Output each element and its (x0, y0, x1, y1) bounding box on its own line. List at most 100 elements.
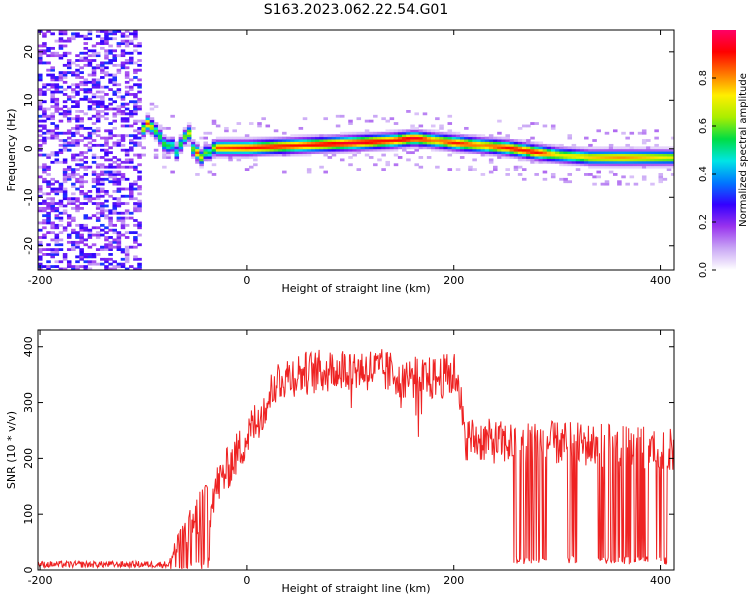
heatmap-cell (323, 143, 328, 147)
heatmap-cell (54, 253, 60, 256)
heatmap-cell (311, 143, 316, 147)
heatmap-cell (617, 163, 622, 167)
heatmap-cell (629, 151, 635, 155)
heatmap-cell (100, 206, 105, 210)
heatmap-cell (199, 158, 204, 162)
heatmap-cell (42, 112, 47, 116)
heatmap-cell (124, 148, 130, 152)
heatmap-cell (662, 153, 668, 157)
heatmap-cell (75, 243, 80, 247)
heatmap-cell (426, 139, 432, 142)
heatmap-cell (459, 143, 465, 147)
heatmap-cell (298, 146, 304, 150)
heatmap-cell (563, 158, 568, 162)
heatmap-cell (476, 139, 482, 142)
heatmap-cell (75, 158, 80, 162)
heatmap-cell (542, 143, 548, 147)
heatmap-cell (282, 143, 287, 147)
heatmap-cell (79, 153, 84, 157)
heatmap-cell (480, 134, 486, 138)
heatmap-cell (298, 126, 304, 130)
heatmap-cell (100, 228, 105, 232)
heatmap-cell (79, 117, 84, 121)
heatmap-cell (133, 267, 138, 270)
heatmap-cell (521, 153, 527, 157)
heatmap-cell (501, 136, 506, 140)
heatmap-cell (66, 119, 72, 123)
heatmap-cell (526, 151, 531, 155)
heatmap-cell (335, 141, 341, 145)
heatmap-cell (95, 112, 101, 116)
heatmap-cell (112, 73, 117, 77)
heatmap-cell (66, 177, 72, 181)
heatmap-cell (108, 88, 113, 91)
heatmap-cell (542, 146, 548, 150)
heatmap-cell (273, 141, 279, 145)
heatmap-cell (104, 257, 109, 261)
heatmap-cell (50, 209, 55, 213)
heatmap-cell (120, 143, 126, 147)
heatmap-cell (104, 56, 109, 60)
heatmap-cell (108, 80, 113, 84)
heatmap-cell (116, 173, 122, 176)
heatmap-cell (104, 37, 109, 41)
heatmap-cell (42, 93, 47, 96)
heatmap-cell (294, 153, 300, 157)
heatmap-cell (637, 160, 643, 164)
heatmap-cell (637, 165, 643, 169)
heatmap-cell (100, 165, 105, 169)
heatmap-cell (46, 265, 51, 268)
heatmap-cell (277, 148, 283, 152)
heatmap-cell (75, 173, 80, 176)
heatmap-cell (344, 134, 349, 138)
heatmap-cell (75, 119, 80, 123)
heatmap-cell (54, 105, 60, 108)
heatmap-cell (133, 102, 138, 106)
heatmap-cell (464, 136, 469, 140)
heatmap-cell (600, 146, 606, 150)
heatmap-cell (505, 139, 510, 142)
heatmap-cell (315, 139, 320, 142)
heatmap-cell (397, 131, 403, 135)
heatmap-cell (116, 231, 122, 235)
heatmap-cell (71, 206, 76, 210)
heatmap-cell (178, 148, 184, 152)
heatmap-cell (54, 51, 60, 55)
heatmap-cell (414, 112, 419, 116)
heatmap-cell (240, 143, 246, 147)
heatmap-cell (430, 131, 436, 135)
heatmap-cell (377, 139, 382, 142)
heatmap-cell (546, 143, 552, 147)
heatmap-cell (199, 165, 204, 169)
heatmap-cell (62, 73, 68, 77)
heatmap-cell (604, 156, 610, 159)
heatmap-cell (116, 90, 122, 94)
x-tick-label: 0 (243, 274, 250, 287)
heatmap-cell (100, 262, 105, 266)
heatmap-cell (579, 148, 585, 152)
heatmap-cell (100, 177, 105, 181)
heatmap-cell (79, 119, 84, 123)
heatmap-cell (112, 119, 117, 123)
heatmap-cell (79, 158, 84, 162)
heatmap-cell (505, 151, 510, 155)
heatmap-cell (108, 136, 113, 140)
heatmap-cell (236, 146, 242, 150)
heatmap-cell (133, 238, 138, 242)
heatmap-cell (149, 119, 155, 123)
heatmap-cell (95, 175, 101, 179)
heatmap-cell (497, 136, 502, 140)
heatmap-cell (50, 76, 55, 79)
heatmap-cell (633, 163, 639, 167)
heatmap-cell (174, 146, 180, 150)
heatmap-cell (42, 209, 47, 213)
heatmap-cell (79, 192, 84, 196)
heatmap-cell (62, 226, 68, 230)
heatmap-cell (83, 90, 89, 94)
heatmap-cell (145, 117, 151, 121)
heatmap-cell (71, 170, 76, 174)
heatmap-cell (104, 105, 109, 108)
heatmap-cell (108, 257, 113, 261)
heatmap-cell (71, 95, 76, 99)
heatmap-cell (141, 136, 146, 140)
